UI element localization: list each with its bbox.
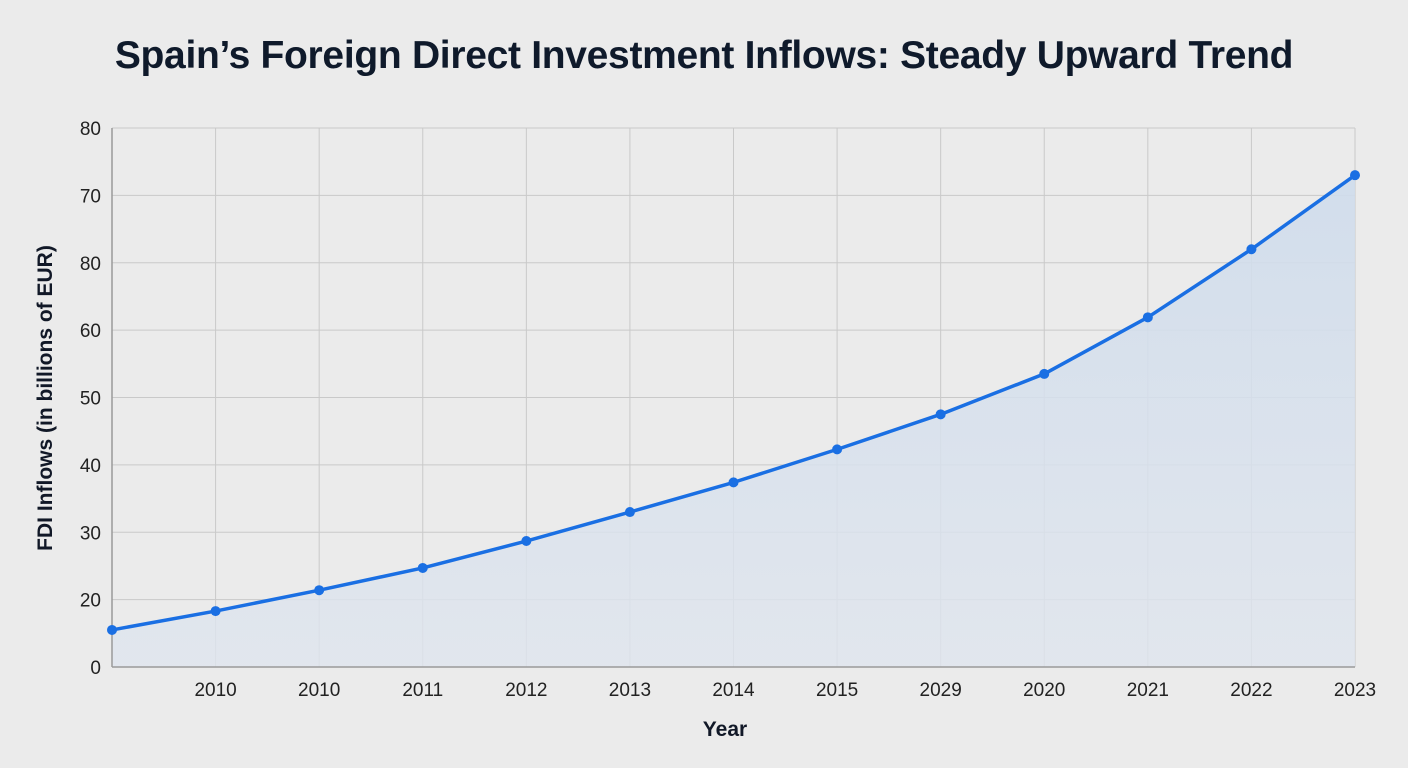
x-tick-label: 2010 [298,680,340,701]
x-tick-label: 2023 [1334,680,1376,701]
data-point [935,409,946,420]
y-tick-label: 0 [90,658,101,679]
data-point [624,507,635,518]
data-point [1039,368,1050,379]
data-point [1142,312,1153,323]
area-fill [112,175,1355,667]
x-tick-label: 2013 [609,680,651,701]
x-tick-label: 2014 [712,680,755,701]
x-tick-label: 2012 [505,680,547,701]
data-point [521,536,532,547]
data-point [1246,244,1257,255]
y-tick-label: 80 [80,254,101,275]
y-tick-label: 30 [80,523,101,544]
data-point [417,562,428,573]
y-tick-label: 80 [80,119,101,140]
x-tick-label: 2015 [816,680,858,701]
x-tick-label: 2020 [1023,680,1065,701]
x-tick-label: 2011 [402,680,443,701]
x-tick-label: 2022 [1230,680,1272,701]
x-axis-label: Year [703,718,747,741]
data-point [728,477,739,488]
x-tick-label: 2010 [194,680,236,701]
y-tick-label: 40 [80,456,101,477]
data-point [832,444,843,455]
x-tick-label: 2021 [1127,680,1169,701]
y-tick-label: 50 [80,389,101,410]
x-tick-label: 2029 [920,680,962,701]
chart-title: Spain’s Foreign Direct Investment Inflow… [114,34,1294,77]
data-point [1350,170,1360,181]
data-point [210,606,221,617]
data-point [107,624,117,635]
y-tick-label: 20 [80,591,101,612]
data-point [314,585,325,596]
y-tick-label: 60 [80,321,101,342]
y-tick-label: 70 [80,186,101,207]
y-axis-label: FDI Inflows (in billions of EUR) [34,245,57,551]
